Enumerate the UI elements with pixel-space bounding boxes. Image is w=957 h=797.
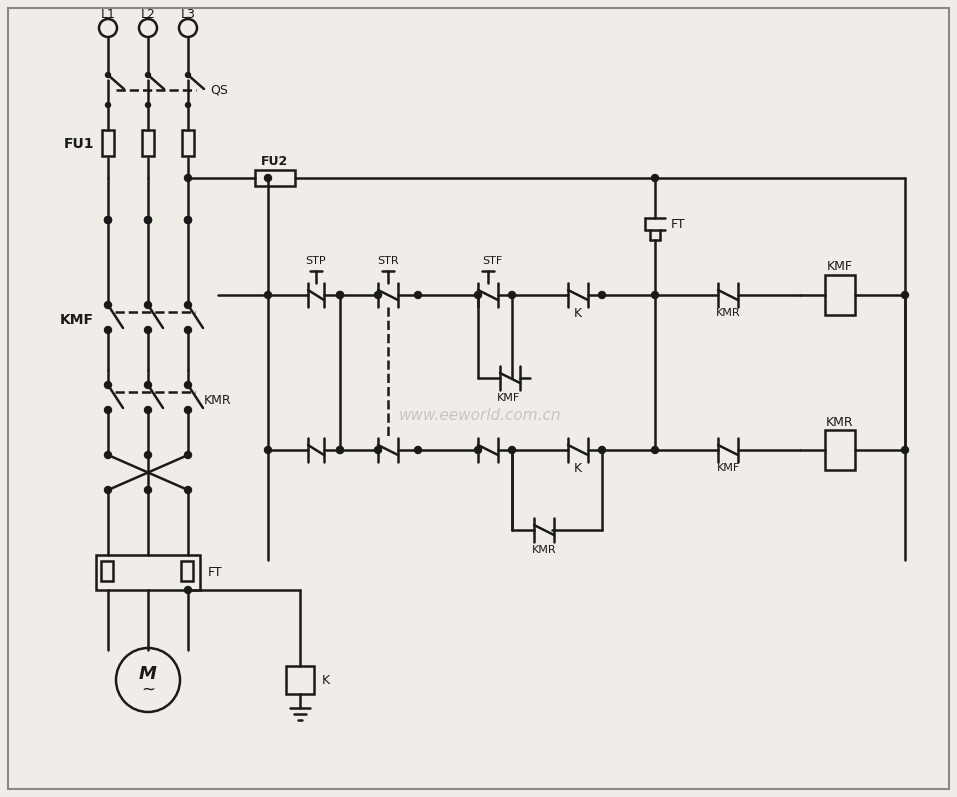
Circle shape [145,406,151,414]
Bar [101,561,113,581]
Bar [181,561,193,581]
Circle shape [185,175,191,182]
Circle shape [652,292,658,299]
Text: K: K [322,673,330,686]
Text: KMF: KMF [60,313,94,327]
Circle shape [508,292,516,299]
Text: STF: STF [482,256,502,266]
Text: FU2: FU2 [261,155,289,167]
Circle shape [374,446,382,453]
Circle shape [337,292,344,299]
Circle shape [414,292,421,299]
Bar [182,130,194,156]
Text: FT: FT [208,566,223,579]
Text: K: K [574,461,582,474]
Text: STR: STR [377,256,399,266]
Bar [102,130,114,156]
Text: STP: STP [305,256,326,266]
Circle shape [185,451,191,458]
Circle shape [337,446,344,453]
Circle shape [104,327,112,333]
Circle shape [145,327,151,333]
Circle shape [185,217,191,223]
Circle shape [508,446,516,453]
Text: K: K [574,307,582,320]
Circle shape [185,382,191,388]
Circle shape [145,217,151,223]
Circle shape [264,175,272,182]
Circle shape [104,217,112,223]
Text: KMF: KMF [827,261,853,273]
Circle shape [104,301,112,308]
Circle shape [185,587,191,594]
Bar [255,170,295,186]
Text: KMR: KMR [532,545,556,555]
Text: KMR: KMR [716,308,741,318]
Circle shape [145,486,151,493]
Circle shape [104,217,112,223]
Circle shape [186,103,190,108]
Circle shape [598,446,606,453]
Text: www.eeworld.com.cn: www.eeworld.com.cn [399,407,561,422]
Text: L3: L3 [181,7,195,21]
Text: KMR: KMR [204,394,232,406]
Circle shape [104,486,112,493]
Circle shape [901,292,908,299]
Circle shape [104,406,112,414]
Circle shape [145,103,150,108]
Circle shape [186,73,190,77]
Circle shape [105,73,110,77]
Circle shape [185,486,191,493]
Circle shape [374,292,382,299]
Circle shape [337,292,344,299]
Circle shape [598,292,606,299]
Circle shape [475,446,481,453]
Text: KMR: KMR [826,415,854,429]
Text: M: M [139,665,157,683]
Circle shape [185,301,191,308]
Circle shape [414,446,421,453]
Bar [825,430,855,470]
Text: QS: QS [210,84,228,96]
Text: FU1: FU1 [63,137,94,151]
Text: ~: ~ [141,681,155,699]
Text: L2: L2 [141,7,155,21]
Circle shape [264,292,272,299]
Circle shape [337,446,344,453]
Circle shape [185,327,191,333]
Circle shape [185,217,191,223]
Circle shape [145,451,151,458]
Circle shape [185,406,191,414]
Text: L1: L1 [100,7,116,21]
Circle shape [145,73,150,77]
Text: KMF: KMF [497,393,520,403]
Bar [96,555,200,590]
Circle shape [145,217,151,223]
Circle shape [104,382,112,388]
Circle shape [652,446,658,453]
Text: FT: FT [671,218,685,230]
Circle shape [145,301,151,308]
Circle shape [105,103,110,108]
Bar [825,275,855,315]
Bar [286,666,314,694]
Bar [142,130,154,156]
Circle shape [264,446,272,453]
Text: KMF: KMF [717,463,740,473]
Circle shape [475,292,481,299]
Circle shape [901,446,908,453]
Circle shape [145,382,151,388]
Circle shape [652,175,658,182]
Circle shape [104,451,112,458]
